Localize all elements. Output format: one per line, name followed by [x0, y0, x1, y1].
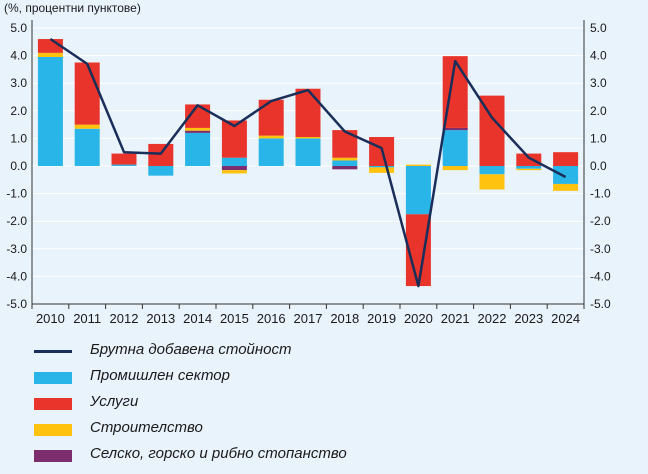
- legend-swatch-agriculture: [34, 450, 72, 462]
- y-tick-label-right: -3.0: [590, 242, 611, 256]
- bar-услуги-2012: [111, 153, 137, 165]
- x-tick-label-2013: 2013: [146, 311, 175, 326]
- x-tick-label-2016: 2016: [257, 311, 286, 326]
- bar-услуги-2023: [516, 153, 542, 166]
- legend-label-agriculture: Селско, горско и рибно стопанство: [90, 445, 347, 462]
- bar-промишлен-2020: [405, 166, 431, 215]
- bar-промишлен-2016: [258, 138, 284, 166]
- x-tick-label-2015: 2015: [220, 311, 249, 326]
- bar-услуги-2017: [295, 88, 321, 138]
- bar-строителство-2022: [479, 174, 505, 190]
- x-tick-label-2010: 2010: [36, 311, 65, 326]
- bar-строителство-2017: [295, 137, 321, 139]
- y-tick-label-left: 5.0: [10, 21, 27, 35]
- y-tick-label-right: -1.0: [590, 187, 611, 201]
- y-tick-label-left: -5.0: [6, 297, 27, 311]
- bar-промишлен-2014: [185, 132, 211, 166]
- y-tick-label-left: 1.0: [10, 131, 27, 145]
- x-tick-label-2017: 2017: [294, 311, 323, 326]
- unit-label: (%, процентни пунктове): [4, 1, 141, 15]
- bar-строителство-2016: [258, 135, 284, 139]
- legend-label-industry: Промишлен сектор: [90, 367, 230, 384]
- bar-услуги-2014: [185, 104, 211, 128]
- bar-услуги-2016: [258, 99, 284, 136]
- bar-промишлен-2024: [553, 166, 579, 184]
- x-tick-label-2023: 2023: [514, 311, 543, 326]
- bar-промишлен-2015: [221, 157, 247, 166]
- x-tick-label-2019: 2019: [367, 311, 396, 326]
- legend-swatch-services: [34, 398, 72, 410]
- y-tick-label-right: 0.0: [590, 159, 607, 173]
- bar-услуги-2011: [74, 62, 100, 125]
- x-tick-label-2012: 2012: [110, 311, 139, 326]
- bar-строителство-2020: [405, 164, 431, 166]
- bar-услуги-2013: [148, 143, 174, 166]
- bar-промишлен-2013: [148, 166, 174, 176]
- bar-промишлен-2021: [442, 130, 468, 166]
- bar-промишлен-2012: [111, 164, 137, 166]
- y-tick-label-left: -2.0: [6, 214, 27, 228]
- bar-промишлен-2019: [369, 166, 395, 168]
- x-tick-label-2018: 2018: [330, 311, 359, 326]
- bar-селско,-2015: [221, 166, 247, 171]
- bar-промишлен-2018: [332, 160, 358, 166]
- bar-промишлен-2017: [295, 138, 321, 166]
- bar-промишлен-2011: [74, 128, 100, 166]
- bar-строителство-2018: [332, 157, 358, 161]
- contribution-chart: 5.0 5.0 4.0 4.0 3.0 3.0 2.0 2.0 1.0 1.0 0.0 0.0 -1.0…: [6, 20, 611, 326]
- bar-промишлен-2010: [37, 56, 63, 167]
- legend-swatch-industry: [34, 372, 72, 384]
- y-tick-label-right: -2.0: [590, 214, 611, 228]
- bar-селско,-2018: [332, 166, 358, 170]
- bar-строителство-2011: [74, 124, 100, 129]
- bar-строителство-2010: [37, 52, 63, 57]
- bar-строителство-2021: [442, 166, 468, 171]
- y-tick-label-left: -3.0: [6, 242, 27, 256]
- x-tick-label-2011: 2011: [73, 311, 101, 326]
- y-tick-label-right: 5.0: [590, 21, 607, 35]
- y-tick-label-right: 3.0: [590, 76, 607, 90]
- bar-промишлен-2022: [479, 166, 505, 175]
- bar-строителство-2014: [185, 127, 211, 131]
- bar-строителство-2019: [369, 167, 395, 173]
- bar-строителство-2023: [516, 168, 542, 171]
- bar-услуги-2022: [479, 95, 505, 166]
- y-tick-label-right: -4.0: [590, 269, 611, 283]
- y-tick-label-right: 4.0: [590, 49, 607, 63]
- y-tick-label-right: 1.0: [590, 131, 607, 145]
- legend-swatch-construction: [34, 424, 72, 436]
- legend-swatch-gva: [34, 350, 72, 353]
- x-tick-label-2022: 2022: [478, 311, 507, 326]
- y-tick-label-left: 2.0: [10, 104, 27, 118]
- x-tick-label-2014: 2014: [183, 311, 212, 326]
- y-tick-label-left: 0.0: [10, 159, 27, 173]
- x-tick-label-2021: 2021: [441, 311, 470, 326]
- x-tick-label-2024: 2024: [551, 311, 580, 326]
- legend-label-gva: Брутна добавена стойност: [90, 341, 292, 358]
- bar-строителство-2024: [553, 183, 579, 191]
- bar-строителство-2015: [221, 170, 247, 174]
- y-tick-label-right: -5.0: [590, 297, 611, 311]
- bar-селско,-2014: [185, 130, 211, 133]
- legend-label-construction: Строителство: [90, 419, 203, 436]
- y-tick-label-left: 3.0: [10, 76, 27, 90]
- y-tick-label-left: -4.0: [6, 269, 27, 283]
- x-tick-label-2020: 2020: [404, 311, 433, 326]
- y-tick-label-left: 4.0: [10, 49, 27, 63]
- legend-label-services: Услуги: [90, 393, 139, 410]
- y-tick-label-left: -1.0: [6, 187, 27, 201]
- bar-промишлен-2023: [516, 166, 542, 169]
- y-tick-label-right: 2.0: [590, 104, 607, 118]
- bar-селско,-2021: [442, 127, 468, 131]
- bar-услуги-2024: [553, 152, 579, 166]
